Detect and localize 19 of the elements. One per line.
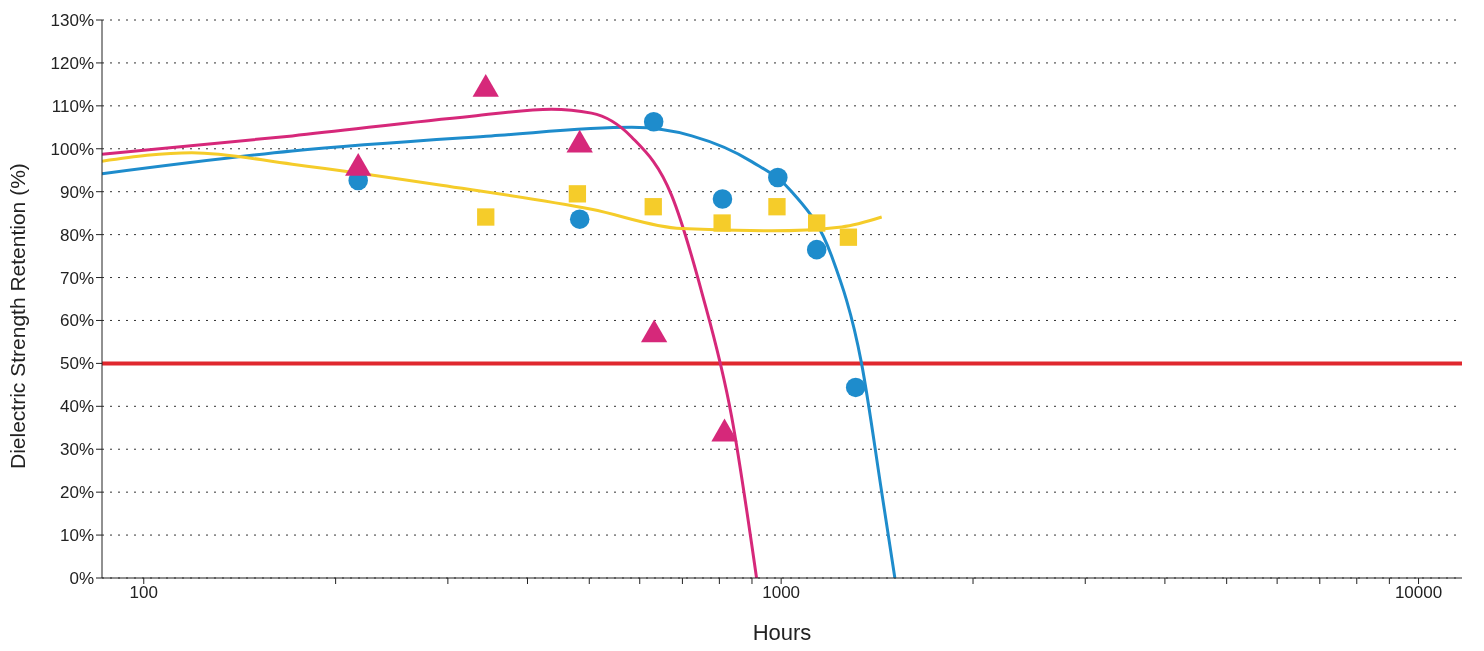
x-axis-title: Hours	[752, 620, 812, 645]
y-axis-title: Dielectric Strength Retention (%)	[6, 163, 30, 469]
y-tick-label: 130%	[50, 11, 94, 31]
x-tick-label: 100	[129, 583, 158, 603]
y-tick-label: 20%	[59, 483, 94, 503]
y-tick-label: 110%	[51, 96, 94, 116]
x-tick-label: 1000	[762, 583, 801, 603]
y-tick-label: 10%	[59, 526, 94, 546]
x-tick-label: 10000	[1394, 583, 1443, 603]
y-tick-label: 30%	[59, 440, 94, 460]
y-tick-label: 100%	[50, 139, 94, 159]
y-tick-label: 70%	[59, 268, 94, 288]
y-tick-label: 80%	[59, 225, 94, 245]
y-tick-label: 0%	[69, 569, 94, 589]
y-tick-label: 50%	[59, 354, 94, 374]
y-tick-label: 90%	[59, 182, 94, 202]
y-tick-label: 40%	[59, 397, 94, 417]
y-tick-label: 60%	[59, 311, 94, 331]
y-tick-label: 120%	[50, 53, 94, 73]
